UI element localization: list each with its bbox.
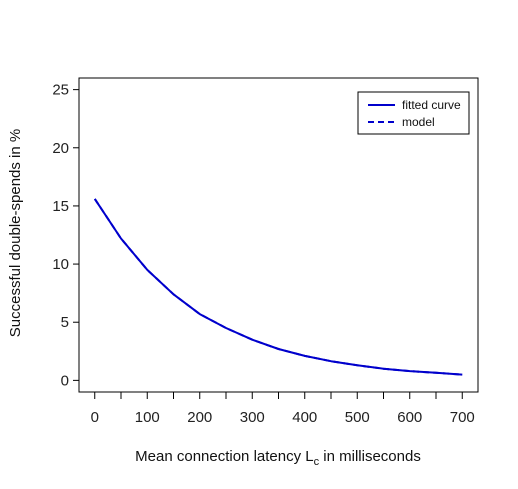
- x-tick-label-700: 700: [450, 409, 475, 426]
- x-tick-label-400: 400: [292, 409, 317, 426]
- y-tick-label-15: 15: [52, 198, 69, 215]
- legend-label-model: model: [402, 115, 435, 129]
- y-tick-label-0: 0: [61, 372, 69, 389]
- x-axis-title-subscript: c: [314, 456, 320, 468]
- y-tick-label-10: 10: [52, 256, 69, 273]
- x-tick-label-200: 200: [187, 409, 212, 426]
- x-tick-label-100: 100: [135, 409, 160, 426]
- y-tick-label-20: 20: [52, 140, 69, 157]
- y-tick-label-25: 25: [52, 82, 69, 99]
- series-model: [93, 198, 463, 376]
- curves: [93, 198, 463, 376]
- y-axis: 0 5 10 15 20 25: [52, 82, 79, 389]
- x-axis-title-suffix: in milliseconds: [319, 448, 421, 465]
- y-tick-label-5: 5: [61, 314, 69, 331]
- x-axis-title: Mean connection latency Lc in millisecon…: [135, 448, 421, 468]
- legend-label-fitted-curve: fitted curve: [402, 98, 461, 112]
- legend-box: [357, 91, 470, 135]
- x-axis: 0 100 200 300 400 500 600 700: [91, 392, 475, 426]
- x-axis-title-main: Mean connection latency L: [135, 448, 313, 465]
- x-tick-label-0: 0: [91, 409, 99, 426]
- y-axis-title: Successful double-spends in %: [7, 129, 24, 337]
- x-tick-label-300: 300: [240, 409, 265, 426]
- x-tick-label-500: 500: [345, 409, 370, 426]
- x-tick-label-600: 600: [397, 409, 422, 426]
- legend: fitted curve model: [357, 91, 470, 135]
